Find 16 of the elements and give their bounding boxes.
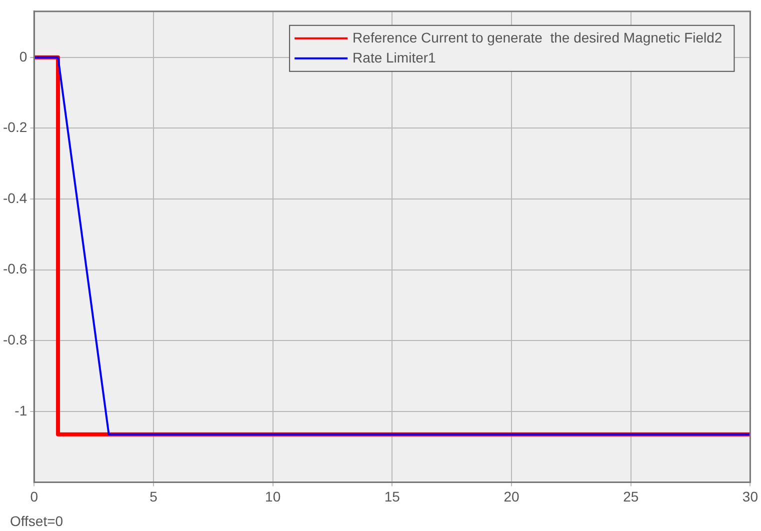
x-tick-label: 15 (384, 488, 400, 504)
x-tick-label: 30 (742, 488, 758, 504)
y-tick-label: -0.8 (3, 331, 28, 348)
legend-label: Rate Limiter1 (352, 49, 436, 66)
y-tick-label: -0.6 (3, 260, 28, 277)
x-tick-label: 5 (150, 488, 158, 504)
y-tick-label: -0.2 (3, 119, 28, 136)
text: Offset=0 (10, 512, 64, 529)
x-tick-label: 20 (504, 488, 520, 504)
x-tick-label: 25 (623, 488, 639, 504)
x-tick-label: 10 (265, 488, 281, 504)
x-tick-label: 0 (30, 488, 38, 504)
y-tick-label: 0 (19, 48, 28, 64)
y-tick-label: -1 (14, 402, 28, 418)
legend-label: Reference Current to generate the desired Magnetic Field2 (352, 29, 722, 46)
y-tick-label: -0.4 (3, 190, 28, 206)
